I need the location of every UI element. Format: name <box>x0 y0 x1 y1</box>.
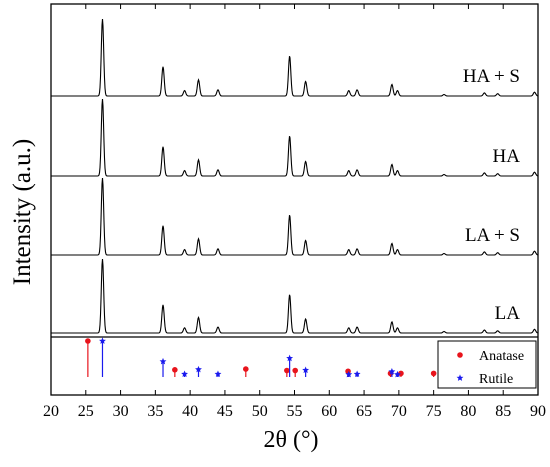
anatase-marker <box>284 367 290 374</box>
rutile-marker <box>394 370 401 378</box>
x-tick-label: 60 <box>321 403 337 420</box>
anatase-marker <box>85 338 91 344</box>
rutile-marker <box>345 370 353 378</box>
x-tick-label: 35 <box>147 403 163 420</box>
anatase-marker <box>398 370 404 377</box>
legend-anatase-marker <box>457 352 463 358</box>
rutile-marker <box>353 370 361 378</box>
rutile-marker <box>181 370 188 378</box>
rutile-marker <box>302 366 310 374</box>
x-tick-label: 30 <box>113 403 129 420</box>
anatase-marker <box>172 367 178 373</box>
series-label: HA + S <box>463 66 520 87</box>
legend-rutile-label: Rutile <box>479 372 513 387</box>
panels <box>50 3 539 396</box>
rutile-marker <box>195 365 202 373</box>
x-tick-label: 50 <box>252 403 268 420</box>
legend-box <box>437 340 537 389</box>
reference-pattern <box>85 337 437 378</box>
trace-3 <box>51 177 539 256</box>
trace-2 <box>51 98 539 177</box>
x-tick-label: 65 <box>356 403 372 420</box>
legend: Anatase Rutile <box>437 340 537 389</box>
x-tick-label: 25 <box>78 403 94 420</box>
x-tick-label: 70 <box>391 403 407 420</box>
rutile-marker <box>214 370 222 378</box>
x-tick-label: 80 <box>460 403 476 420</box>
x-tick-label: 75 <box>426 403 442 420</box>
trace-1 <box>51 18 539 97</box>
x-axis-label: 2θ (°) <box>263 427 318 453</box>
x-axis: 20 25 30 35 40 45 50 55 60 65 70 75 80 85 90 <box>43 4 546 420</box>
series-label: LA + S <box>465 225 520 246</box>
series-labels: HA + S HA LA + S LA <box>463 66 520 324</box>
anatase-marker <box>243 366 249 372</box>
rutile-marker <box>286 354 294 362</box>
rutile-marker <box>388 368 396 375</box>
legend-anatase-label: Anatase <box>479 349 524 364</box>
series-label: HA <box>493 146 521 167</box>
x-tick-label: 20 <box>43 403 59 420</box>
rutile-marker <box>159 357 167 365</box>
anatase-marker <box>292 367 298 374</box>
trace-4 <box>51 258 539 334</box>
rutile-marker <box>99 337 106 344</box>
rutile-marker <box>456 374 464 381</box>
y-axis-label: Intensity (a.u.) <box>9 139 36 285</box>
x-tick-label: 90 <box>530 403 546 420</box>
x-tick-label: 40 <box>182 403 198 420</box>
series-label: LA <box>495 303 521 324</box>
x-tick-label: 85 <box>495 403 511 420</box>
xrd-traces <box>51 18 539 334</box>
anatase-marker <box>430 370 437 377</box>
x-tick-label: 45 <box>217 403 233 420</box>
x-tick-label: 55 <box>287 403 303 420</box>
